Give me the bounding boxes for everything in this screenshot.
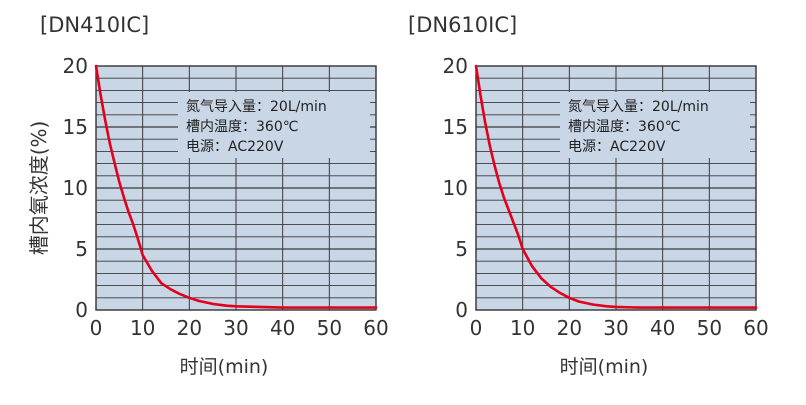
annotation-box (178, 92, 370, 158)
y-axis-label: 槽内氧浓度(%) (27, 121, 51, 256)
annotation-text: 电源：AC220V (186, 139, 284, 155)
annotation-text: 氮气导入量：20L/min (568, 99, 709, 115)
x-tick-label: 60 (363, 316, 388, 340)
y-tick-label: 5 (455, 237, 468, 261)
x-tick-label: 60 (743, 316, 768, 340)
x-tick-label: 50 (317, 316, 342, 340)
y-tick-label: 20 (63, 54, 88, 78)
y-tick-label: 15 (443, 115, 468, 139)
chart-1: [DN410IC] 氮气导入量：20L/min 槽内温度：360℃ 电源：AC220V… (40, 13, 389, 378)
x-tick-label: 40 (270, 316, 295, 340)
x-tick-label: 20 (177, 316, 202, 340)
x-tick-label: 50 (697, 316, 722, 340)
x-tick-label: 10 (510, 316, 535, 340)
y-tick-label: 20 (443, 54, 468, 78)
chart-2: [DN610IC] 氮气导入量：20L/min 槽内温度：360℃ 电源：AC220V… (408, 13, 769, 378)
plot-border (95, 65, 377, 311)
annotation-box (560, 92, 750, 158)
x-tick-label: 40 (650, 316, 675, 340)
x-axis-label: 时间(min) (560, 356, 649, 378)
y-tick-label: 0 (75, 298, 88, 322)
plot-border (475, 65, 757, 311)
x-tick-label: 10 (130, 316, 155, 340)
x-tick-label: 30 (223, 316, 248, 340)
x-tick-label: 0 (470, 316, 483, 340)
y-tick-label: 0 (455, 298, 468, 322)
y-tick-label: 15 (63, 115, 88, 139)
annotation-text: 槽内温度：360℃ (186, 119, 298, 135)
chart-title: [DN610IC] (408, 13, 517, 37)
x-axis-label: 时间(min) (180, 356, 269, 378)
series-line (474, 64, 758, 309)
y-tick-label: 10 (63, 176, 88, 200)
series-line (94, 64, 378, 309)
annotation-text: 槽内温度：360℃ (568, 119, 680, 135)
annotation-text: 电源：AC220V (568, 139, 666, 155)
x-tick-label: 0 (90, 316, 103, 340)
annotation-text: 氮气导入量：20L/min (186, 99, 327, 115)
chart-title: [DN410IC] (40, 13, 149, 37)
x-tick-label: 20 (557, 316, 582, 340)
y-tick-label: 10 (443, 176, 468, 200)
y-tick-label: 5 (75, 237, 88, 261)
x-tick-label: 30 (603, 316, 628, 340)
